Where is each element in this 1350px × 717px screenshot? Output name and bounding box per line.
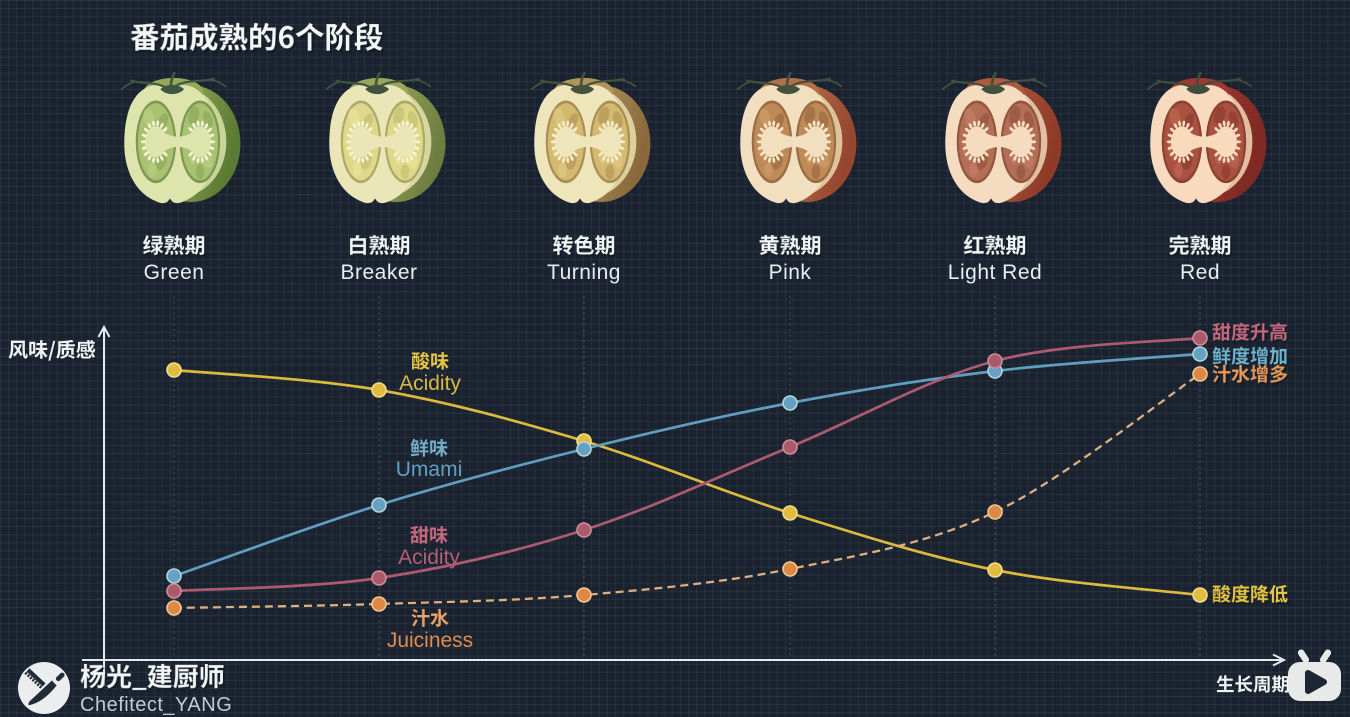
svg-text:Breaker: Breaker: [340, 261, 417, 284]
svg-text:Acidity: Acidity: [399, 372, 461, 395]
svg-text:Green: Green: [144, 261, 205, 284]
svg-text:Light Red: Light Red: [948, 261, 1042, 284]
svg-text:Pink: Pink: [769, 261, 812, 284]
svg-text:Acidity: Acidity: [398, 546, 460, 569]
svg-text:Chefitect_YANG: Chefitect_YANG: [80, 694, 232, 716]
svg-text:Turning: Turning: [547, 261, 621, 284]
svg-text:Red: Red: [1180, 261, 1220, 284]
svg-text:Juiciness: Juiciness: [387, 629, 473, 652]
svg-text:Umami: Umami: [396, 458, 463, 481]
